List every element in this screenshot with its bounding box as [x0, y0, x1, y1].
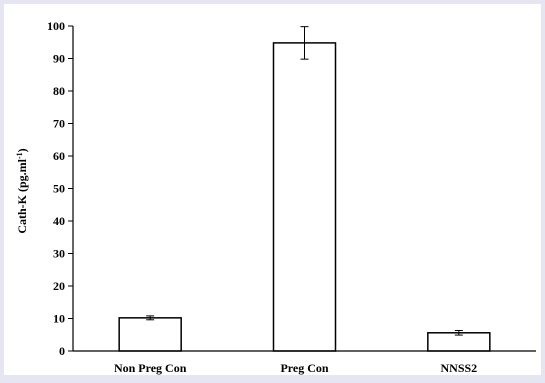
bars [118, 42, 491, 352]
chart-frame: 0 10 20 30 40 50 60 70 80 90 100 Non Preg Con Preg … [4, 4, 541, 375]
y-tick-label: 90 [53, 52, 65, 66]
y-tick-label: 70 [53, 117, 65, 131]
y-tick-label: 40 [53, 214, 65, 228]
x-tick-label: NNSS2 [440, 361, 477, 375]
y-tick-label: 100 [47, 19, 65, 33]
x-axis-labels: Non Preg Con Preg Con NNSS2 [114, 361, 477, 375]
x-tick-label: Non Preg Con [114, 361, 187, 375]
y-tick-label: 50 [53, 182, 65, 196]
y-tick-label: 80 [53, 84, 65, 98]
error-bars [146, 26, 463, 336]
y-tick-label: 60 [53, 149, 65, 163]
y-axis-title-main: Cath-K (pg.ml [15, 158, 29, 233]
y-axis-title: Cath-K (pg.ml-1) [15, 148, 30, 233]
x-tick-label: Preg Con [280, 361, 328, 375]
y-tick-label: 0 [59, 344, 65, 358]
bar-chart: 0 10 20 30 40 50 60 70 80 90 100 Non Preg Con Preg … [15, 19, 536, 375]
bar [272, 42, 337, 352]
y-tick-label: 20 [53, 279, 65, 293]
bar [118, 317, 182, 352]
y-axis-title-end: ) [15, 148, 29, 152]
y-axis-ticks: 0 10 20 30 40 50 60 70 80 90 100 [47, 19, 73, 358]
y-tick-label: 30 [53, 247, 65, 261]
y-tick-label: 10 [53, 312, 65, 326]
y-axis-title-sup: -1 [15, 152, 24, 159]
